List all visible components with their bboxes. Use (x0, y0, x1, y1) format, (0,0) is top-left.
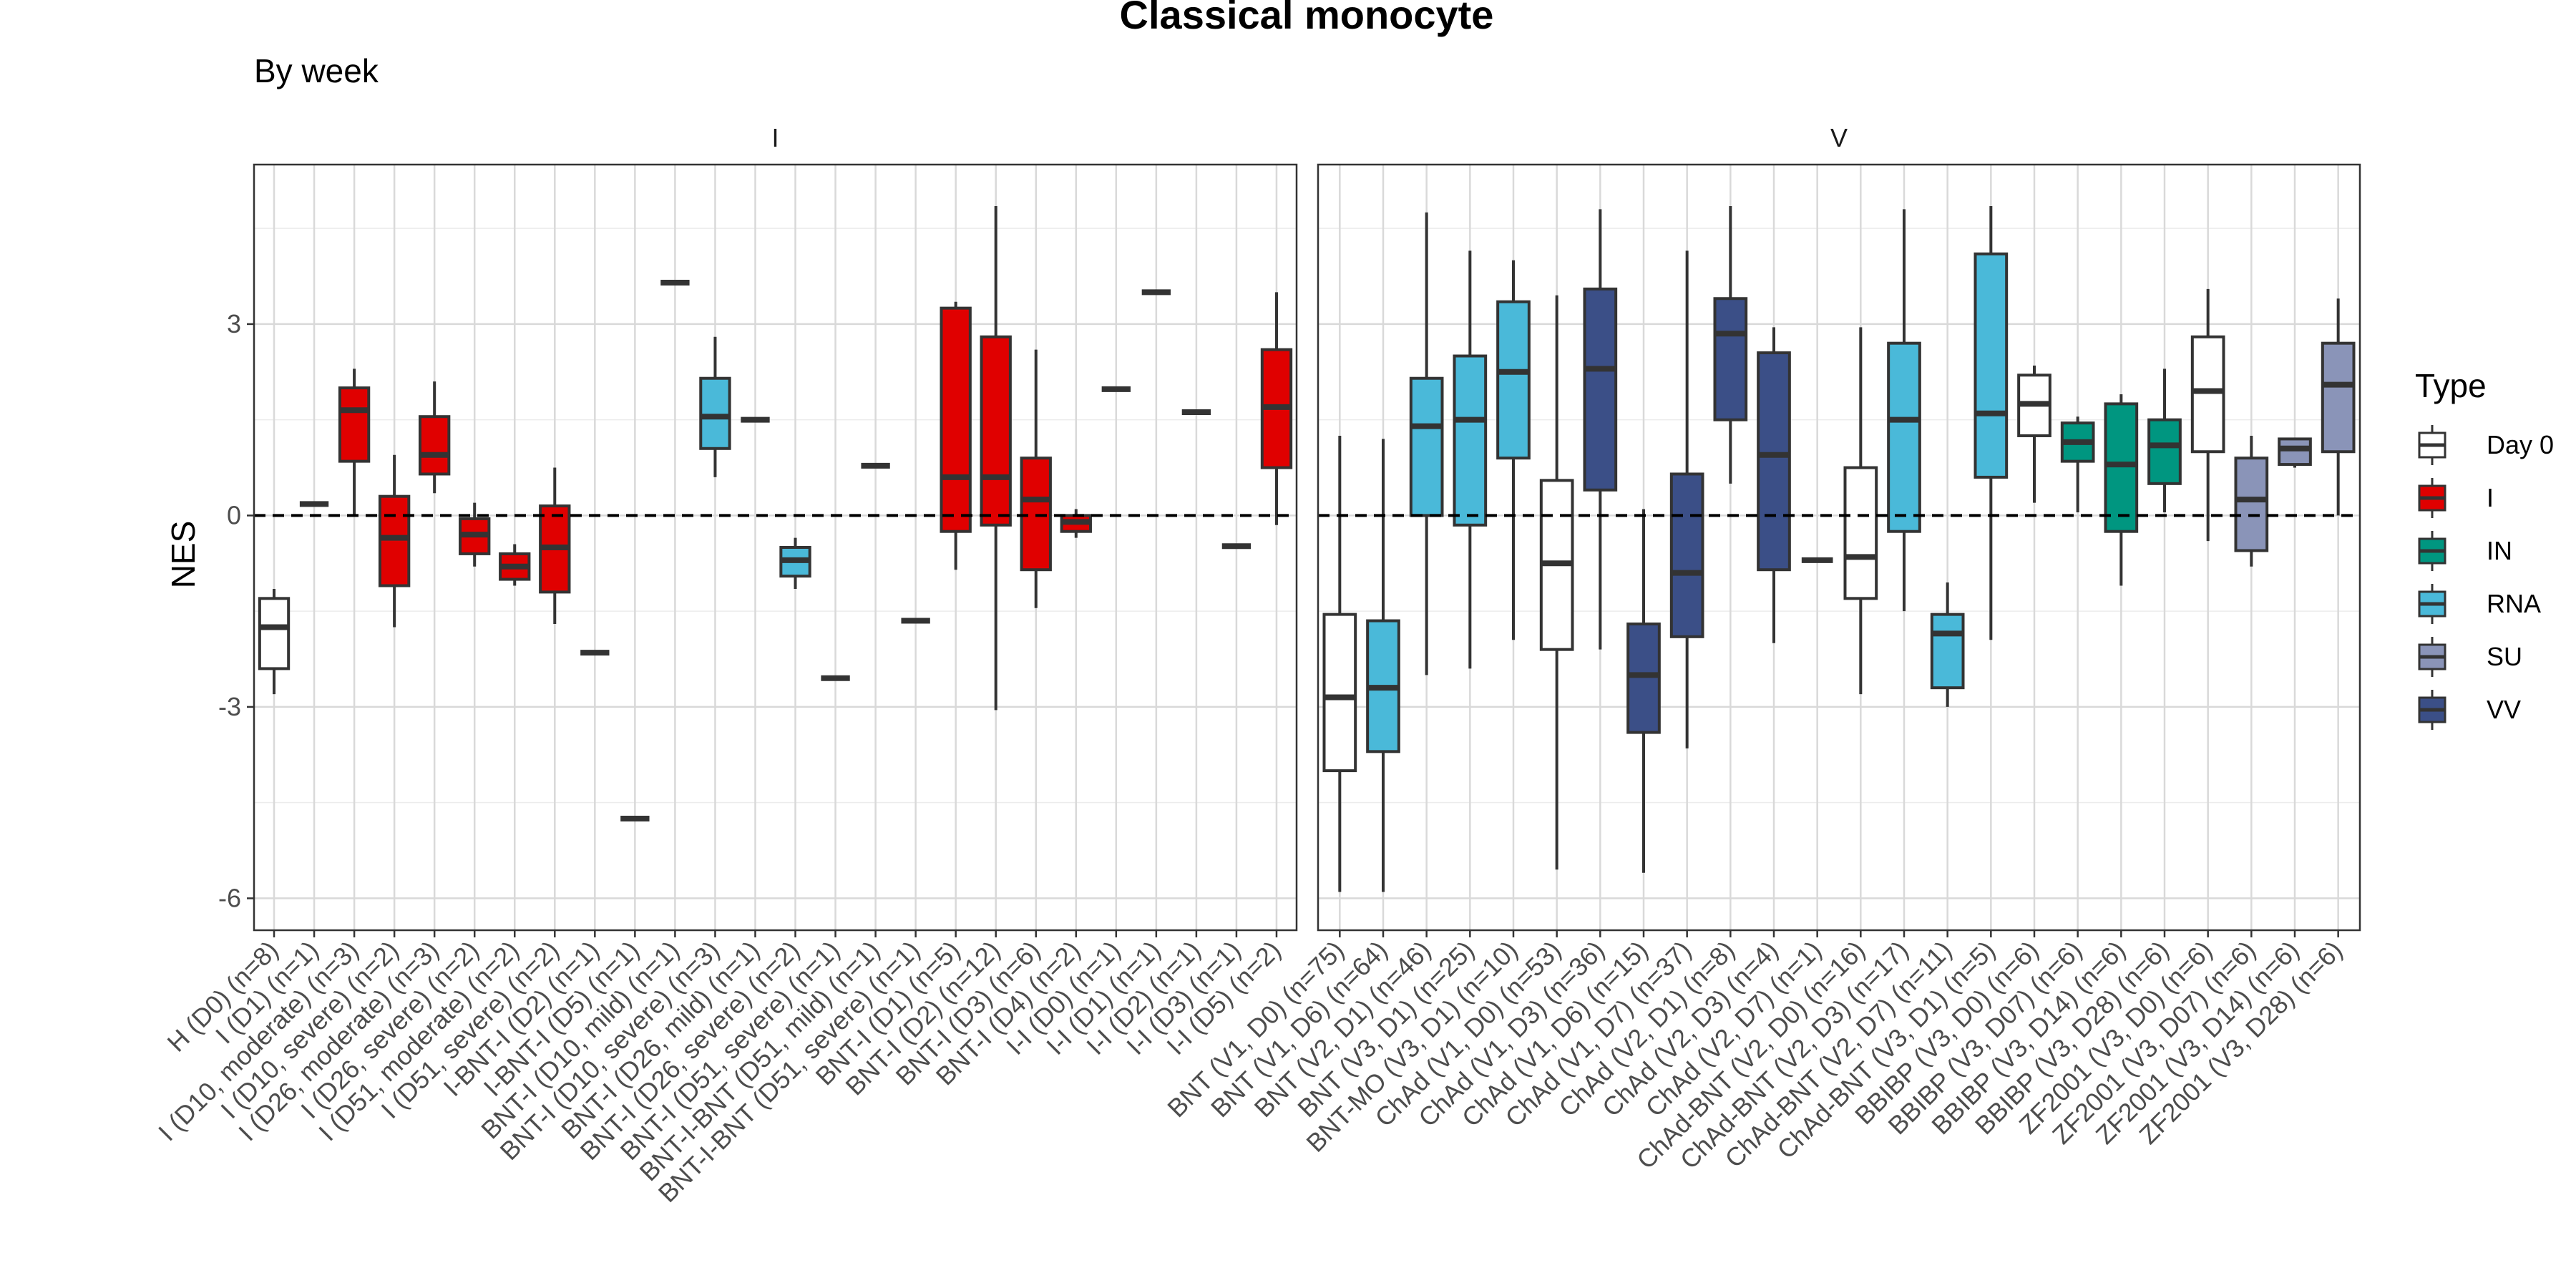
box-ZF2001 (V3, D14) (n=6) (2278, 437, 2312, 468)
legend-entry-VV: VV (2418, 690, 2521, 730)
box-body (1020, 457, 1052, 572)
box-body (1626, 623, 1661, 734)
box-body (1453, 354, 1488, 527)
legend-label: RNA (2487, 589, 2541, 618)
legend-entry-Day 0: Day 0 (2418, 425, 2554, 465)
box-body (1669, 472, 1704, 638)
box-body (258, 597, 291, 670)
box-body (1496, 300, 1531, 460)
y-tick-label: 0 (227, 500, 241, 530)
box-body (338, 386, 371, 463)
chart-title: Classical monocyte (1120, 0, 1494, 37)
box-I (D10, severe) (n=2) (378, 454, 411, 628)
box-body (1887, 341, 1921, 533)
box-BNT-I (D26, severe) (n=2) (779, 537, 811, 589)
panel-background (254, 165, 1297, 930)
box-ChAd (V1, D7) (n=37) (1669, 250, 1704, 748)
chart-subtitle: By week (254, 52, 379, 89)
box-ZF2001 (V3, D28) (n=6) (2321, 298, 2356, 516)
box-body (1757, 351, 1791, 572)
legend-entry-RNA: RNA (2418, 584, 2541, 624)
box-ChAd (V1, D6) (n=15) (1626, 509, 1661, 873)
box-body (1974, 252, 2009, 479)
box-body (2190, 335, 2225, 454)
legend-label: VV (2487, 695, 2521, 724)
box-ChAd-BNT (V2, D7) (n=11) (1930, 582, 1965, 707)
box-body (2278, 437, 2312, 467)
box-body (980, 335, 1012, 527)
box-body (1843, 466, 1878, 600)
box-BBIBP (V3, D28) (n=6) (2147, 369, 2182, 512)
y-axis-title: NES (165, 521, 202, 589)
strip-label: I (771, 123, 779, 152)
box-I (D26, moderate) (n=3) (418, 381, 451, 494)
box-ChAd-BNT (V2, D0) (n=16) (1843, 327, 1878, 695)
legend: Type Day 0 I IN RNA SU VV (2415, 367, 2554, 730)
box-body (2104, 402, 2139, 533)
box-body (378, 494, 411, 587)
box-body (1930, 613, 1965, 690)
box-BBIBP (V3, D14) (n=6) (2104, 394, 2139, 586)
box-body (1322, 613, 1357, 773)
box-body (1583, 287, 1618, 492)
box-BNT (V3, D1) (n=25) (1453, 250, 1488, 669)
box-BNT (V1, D0) (n=75) (1322, 435, 1357, 892)
legend-label: Day 0 (2487, 430, 2554, 459)
box-ChAd-BNT (V2, D3) (n=17) (1887, 209, 1921, 612)
box-BNT-I (D1) (n=5) (940, 301, 972, 570)
box-I (D26, severe) (n=2) (459, 502, 491, 567)
box-BNT-I (D3) (n=6) (1020, 349, 1052, 608)
legend-entry-SU: SU (2418, 637, 2522, 677)
strip-label: V (1830, 123, 1848, 152)
panel-background (1318, 165, 2360, 930)
box-BNT-MO (V3, D1) (n=10) (1496, 260, 1531, 640)
legend-title: Type (2415, 367, 2487, 404)
legend-label: SU (2487, 642, 2522, 671)
box-body (2321, 341, 2356, 454)
box-ChAd (V1, D3) (n=36) (1583, 209, 1618, 650)
y-tick-label: -3 (218, 692, 241, 721)
box-ChAd (V1, D0) (n=53) (1539, 295, 1574, 870)
box-I (D10, moderate) (n=3) (338, 369, 371, 516)
box-I (D51, moderate) (n=2) (499, 544, 531, 586)
y-tick-label: -6 (218, 883, 241, 912)
legend-label: I (2487, 483, 2494, 512)
legend-entry-IN: IN (2418, 531, 2512, 571)
panel-border (1317, 163, 2361, 932)
box-body (699, 376, 731, 450)
legend-entry-I: I (2418, 478, 2494, 518)
box-ChAd-BNT (V3, D1) (n=5) (1974, 205, 2009, 640)
box-ChAd (V2, D1) (n=8) (1713, 205, 1748, 484)
box-ChAd (V2, D3) (n=4) (1757, 327, 1791, 643)
box-H (D0) (n=8) (258, 588, 291, 695)
box-BNT (V2, D1) (n=46) (1409, 212, 1444, 675)
y-tick-label: 3 (227, 309, 241, 338)
box-BNT-I (D2) (n=12) (980, 205, 1012, 711)
box-BNT-I (D10, severe) (n=3) (699, 336, 731, 477)
panel-0: IH (D0) (n=8)I (D1) (n=1)I (D10, moderat… (152, 123, 1298, 1208)
box-body (1409, 376, 1444, 517)
box-body (2147, 418, 2182, 485)
panels: IH (D0) (n=8)I (D1) (n=1)I (D10, moderat… (152, 123, 2361, 1208)
panel-border (253, 163, 1298, 932)
box-I (D51, severe) (n=2) (539, 467, 571, 624)
box-body (940, 306, 972, 533)
box-body (418, 415, 451, 476)
box-BBIBP (V3, D0) (n=6) (2017, 365, 2051, 503)
box-body (2234, 457, 2269, 552)
box-BBIBP (V3, D07) (n=6) (2060, 416, 2095, 512)
box-body (1713, 297, 1748, 421)
box-ZF2001 (V3, D0) (n=6) (2190, 288, 2225, 542)
box-I-I (D5) (n=2) (1260, 292, 1293, 525)
box-ZF2001 (V3, D07) (n=6) (2234, 435, 2269, 567)
legend-label: IN (2487, 536, 2512, 565)
